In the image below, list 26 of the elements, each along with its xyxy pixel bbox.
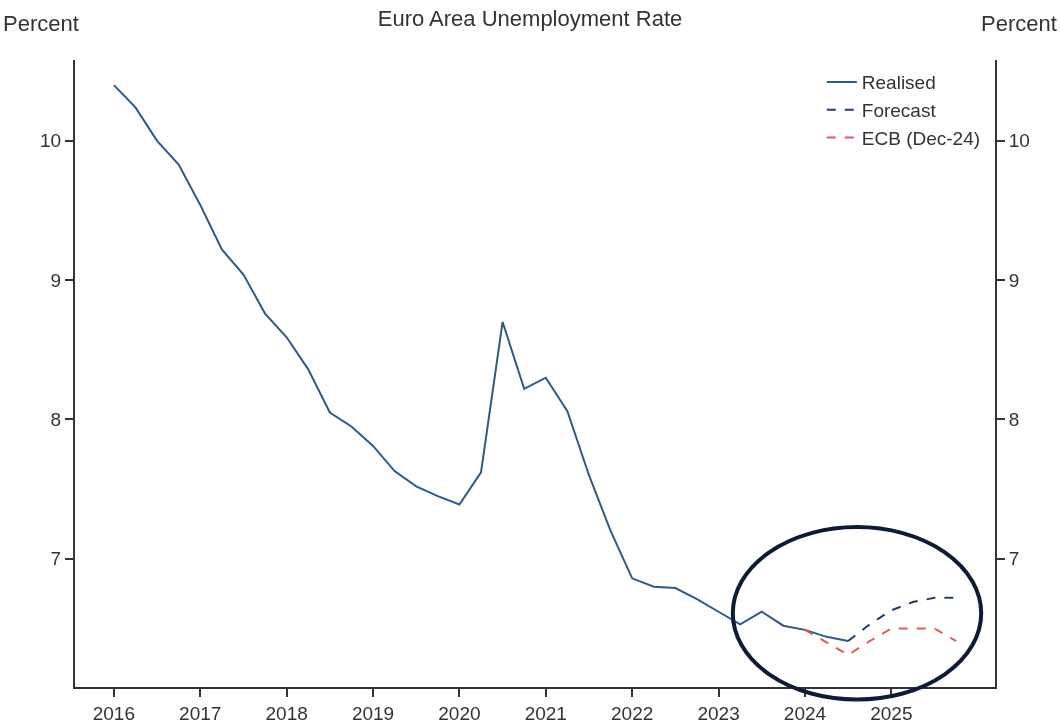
y2-axis-title: Percent [981, 11, 1057, 36]
x-tick-label: 2019 [351, 702, 395, 724]
legend-label: Forecast [861, 100, 937, 122]
y-axis-title: Percent [3, 11, 79, 36]
legend-label: ECB (Dec-24) [861, 127, 981, 149]
line-series [112, 84, 850, 643]
x-tick-label: 2025 [870, 702, 913, 724]
x-tick-label: 2020 [438, 702, 481, 724]
x-tick-label: 2017 [179, 702, 222, 724]
y2-tick-label: 9 [1008, 269, 1020, 291]
y-tick-label: 8 [50, 409, 62, 431]
y-tick-label: 10 [40, 130, 62, 152]
x-tick-label: 2016 [92, 702, 136, 724]
x-tick-label: 2018 [265, 702, 308, 724]
x-tick-label: 2021 [524, 702, 567, 724]
y-tick-label: 7 [50, 548, 62, 570]
chart-title: Euro Area Unemployment Rate [377, 6, 683, 32]
y2-tick-label: 8 [1008, 409, 1020, 431]
line-series [803, 627, 958, 656]
y2-tick-label: 10 [1008, 130, 1030, 152]
x-tick-label: 2024 [783, 702, 827, 724]
y2-tick-label: 7 [1008, 548, 1020, 570]
x-tick-label: 2023 [697, 702, 740, 724]
y-tick-label: 9 [50, 269, 62, 291]
legend-label: Realised [861, 72, 936, 94]
x-tick-label: 2022 [611, 702, 654, 724]
